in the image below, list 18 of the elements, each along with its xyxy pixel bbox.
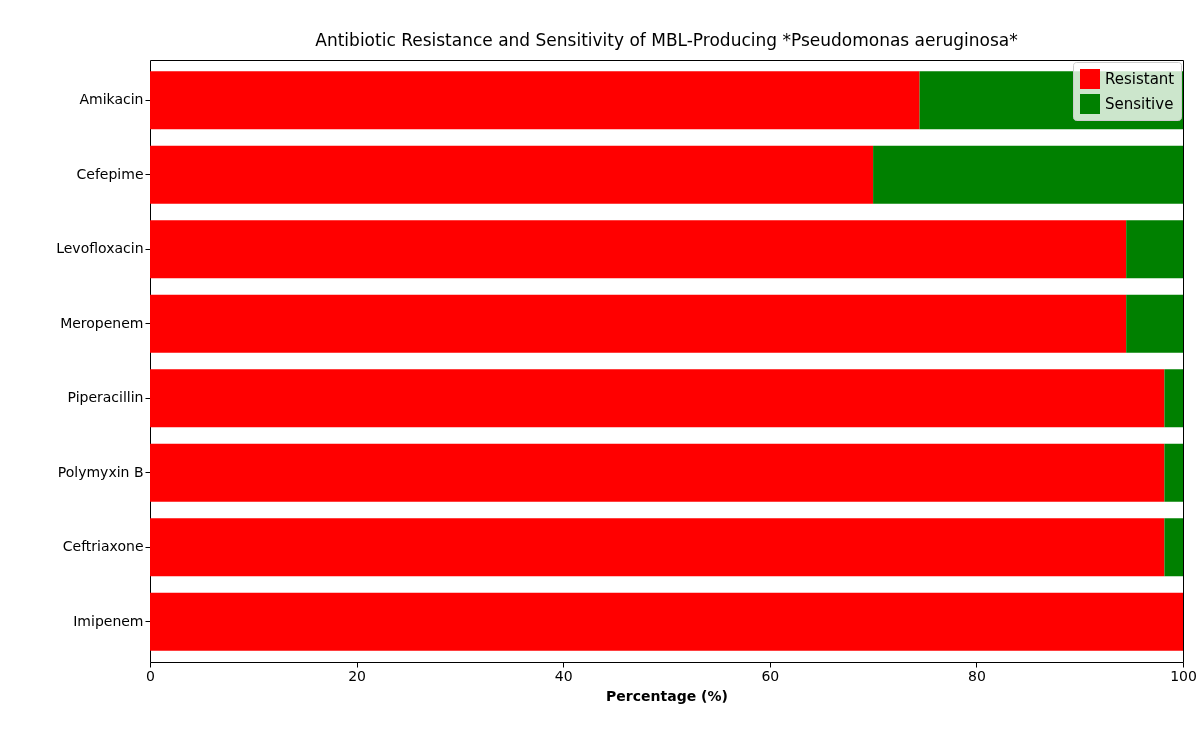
x-tick-label: 100	[1170, 667, 1197, 684]
legend-label: Resistant	[1105, 70, 1175, 88]
y-tick-label: Polymyxin B	[57, 463, 144, 480]
y-tick-label: Imipenem	[73, 612, 144, 629]
x-axis-title: Percentage (%)	[606, 687, 728, 704]
x-tick-label: 60	[761, 667, 780, 684]
x-tick-label: 20	[348, 667, 367, 684]
x-tick-label: 40	[554, 667, 573, 684]
y-tick-label: Piperacillin	[67, 389, 144, 406]
chart-title: Antibiotic Resistance and Sensitivity of MBL-Producing *Pseudomonas aeruginosa*	[315, 30, 1018, 50]
y-tick-label: Levofloxacin	[56, 240, 144, 257]
legend-label: Sensitive	[1105, 95, 1174, 113]
y-tick-label: Amikacin	[79, 91, 144, 108]
x-tick-label: 80	[967, 667, 986, 684]
y-tick-label: Cefepime	[76, 165, 144, 182]
x-tick-label: 0	[146, 667, 155, 684]
y-tick-label: Meropenem	[60, 314, 144, 331]
y-tick-label: Ceftriaxone	[62, 538, 144, 555]
